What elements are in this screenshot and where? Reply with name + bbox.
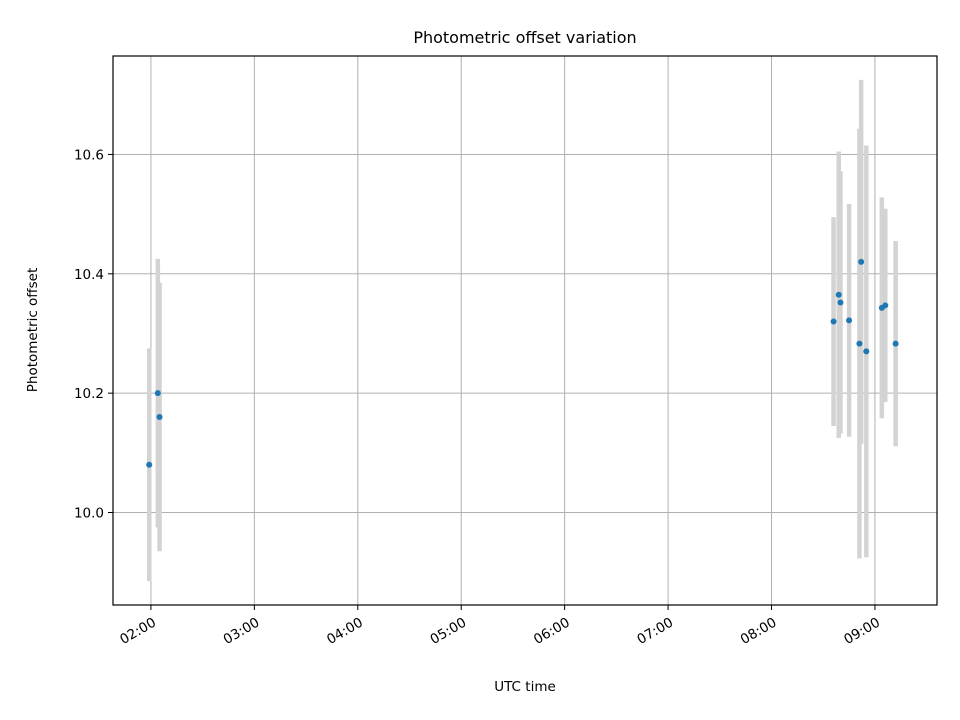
y-tick-label: 10.0 bbox=[74, 506, 104, 522]
data-point bbox=[863, 348, 870, 355]
data-point bbox=[156, 414, 163, 421]
y-axis-label: Photometric offset bbox=[25, 268, 41, 392]
data-point bbox=[154, 390, 161, 397]
data-points bbox=[146, 258, 899, 468]
data-point bbox=[882, 302, 889, 309]
data-point bbox=[846, 317, 853, 324]
x-axis-label: UTC time bbox=[494, 679, 556, 695]
data-point bbox=[830, 318, 837, 325]
data-point bbox=[146, 461, 153, 468]
data-point bbox=[856, 340, 863, 347]
plot-frame bbox=[112, 55, 938, 606]
chart-title: Photometric offset variation bbox=[413, 28, 636, 47]
y-tick-label: 10.6 bbox=[74, 147, 104, 163]
y-tick-label: 10.4 bbox=[74, 267, 104, 283]
y-tick-label: 10.2 bbox=[74, 386, 104, 402]
data-point bbox=[858, 258, 865, 265]
grid bbox=[113, 56, 937, 605]
data-point bbox=[835, 291, 842, 298]
data-point bbox=[837, 299, 844, 306]
data-point bbox=[892, 340, 899, 347]
